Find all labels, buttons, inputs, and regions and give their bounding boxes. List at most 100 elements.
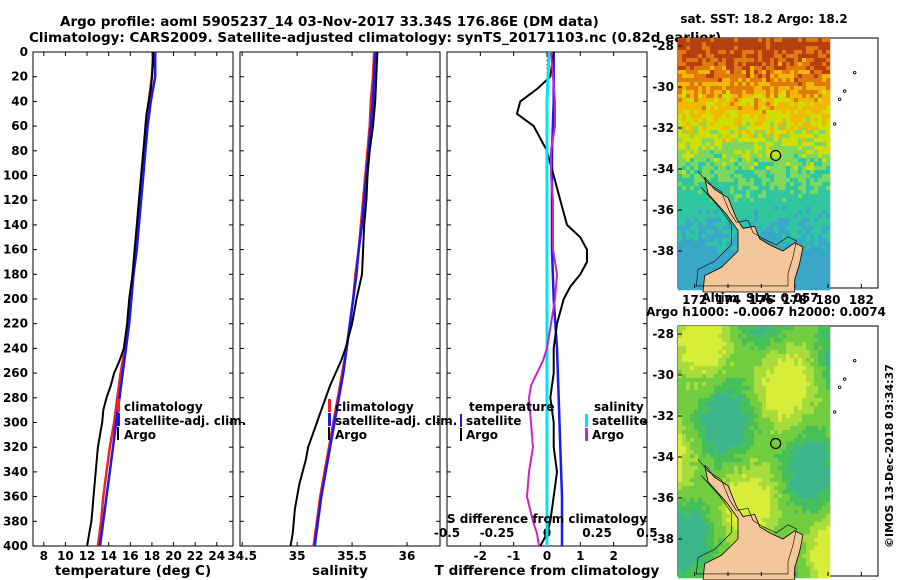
map-cell <box>686 222 691 227</box>
map-cell <box>750 406 755 411</box>
map-cell <box>730 326 735 331</box>
map-cell <box>694 342 699 347</box>
map-cell <box>798 102 803 107</box>
map-cell <box>818 150 823 155</box>
map-cell <box>722 42 727 47</box>
map-cell <box>782 90 787 95</box>
map-cell <box>778 406 783 411</box>
map-cell <box>678 274 683 279</box>
map-cell <box>770 518 775 523</box>
map-cell <box>778 510 783 515</box>
map-cell <box>802 242 807 247</box>
map-cell <box>758 394 763 399</box>
map-cell <box>742 462 747 467</box>
map-cell <box>810 362 815 367</box>
map-cell <box>778 114 783 119</box>
map-cell <box>750 202 755 207</box>
map-cell <box>678 174 683 179</box>
map-cell <box>722 330 727 335</box>
map-cell <box>702 438 707 443</box>
map-cell <box>802 234 807 239</box>
map-cell <box>686 462 691 467</box>
map-cell <box>806 534 811 539</box>
map-cell <box>758 82 763 87</box>
map-cell <box>758 58 763 63</box>
map-field <box>678 38 831 291</box>
map-cell <box>706 338 711 343</box>
map-cell <box>770 102 775 107</box>
map-cell <box>694 62 699 67</box>
map-cell <box>750 162 755 167</box>
map-cell <box>694 170 699 175</box>
map-cell <box>798 550 803 555</box>
map-cell <box>810 94 815 99</box>
map-cell <box>806 42 811 47</box>
map-cell <box>718 138 723 143</box>
map-cell <box>686 446 691 451</box>
map-cell <box>810 90 815 95</box>
map-cell <box>754 186 759 191</box>
map-cell <box>782 430 787 435</box>
map-cell <box>730 514 735 519</box>
map-cell <box>826 62 831 67</box>
map-cell <box>698 274 703 279</box>
map-cell <box>754 214 759 219</box>
map-cell <box>734 390 739 395</box>
map-cell <box>714 402 719 407</box>
map-cell <box>758 110 763 115</box>
map-cell <box>794 350 799 355</box>
map-cell <box>742 170 747 175</box>
map-cell <box>806 498 811 503</box>
map-cell <box>678 62 683 67</box>
map-cell <box>706 394 711 399</box>
map-cell <box>742 106 747 111</box>
map-cell <box>730 178 735 183</box>
map-cell <box>678 218 683 223</box>
map-cell <box>826 442 831 447</box>
map-cell <box>762 498 767 503</box>
map-cell <box>774 226 779 231</box>
map-cell <box>786 118 791 123</box>
map-cell <box>810 234 815 239</box>
map-cell <box>746 346 751 351</box>
map-cell <box>774 330 779 335</box>
map-cell <box>714 534 719 539</box>
map-cell <box>698 102 703 107</box>
map-cell <box>706 174 711 179</box>
x-tick-label: 35 <box>289 549 306 563</box>
map-cell <box>694 482 699 487</box>
map-cell <box>810 518 815 523</box>
map-cell <box>762 102 767 107</box>
map-cell <box>822 166 827 171</box>
map-cell <box>694 350 699 355</box>
map-cell <box>774 106 779 111</box>
map-cell <box>794 450 799 455</box>
map-cell <box>746 50 751 55</box>
map-cell <box>742 326 747 331</box>
map-cell <box>702 510 707 515</box>
map-cell <box>694 222 699 227</box>
map-cell <box>766 186 771 191</box>
map-cell <box>818 222 823 227</box>
map-cell <box>706 342 711 347</box>
map-cell <box>678 214 683 219</box>
map-cell <box>770 378 775 383</box>
map-cell <box>722 246 727 251</box>
map-cell <box>714 182 719 187</box>
map-cell <box>794 502 799 507</box>
map-cell <box>686 166 691 171</box>
map-cell <box>754 406 759 411</box>
map-cell <box>710 258 715 263</box>
map-cell <box>782 426 787 431</box>
map-cell <box>682 414 687 419</box>
map-cell <box>698 242 703 247</box>
map-cell <box>802 450 807 455</box>
map-cell <box>714 362 719 367</box>
map-cell <box>822 182 827 187</box>
map-cell <box>818 526 823 531</box>
map-cell <box>754 446 759 451</box>
map-cell <box>802 286 807 291</box>
map-cell <box>802 206 807 211</box>
map-cell <box>718 218 723 223</box>
map-cell <box>694 238 699 243</box>
